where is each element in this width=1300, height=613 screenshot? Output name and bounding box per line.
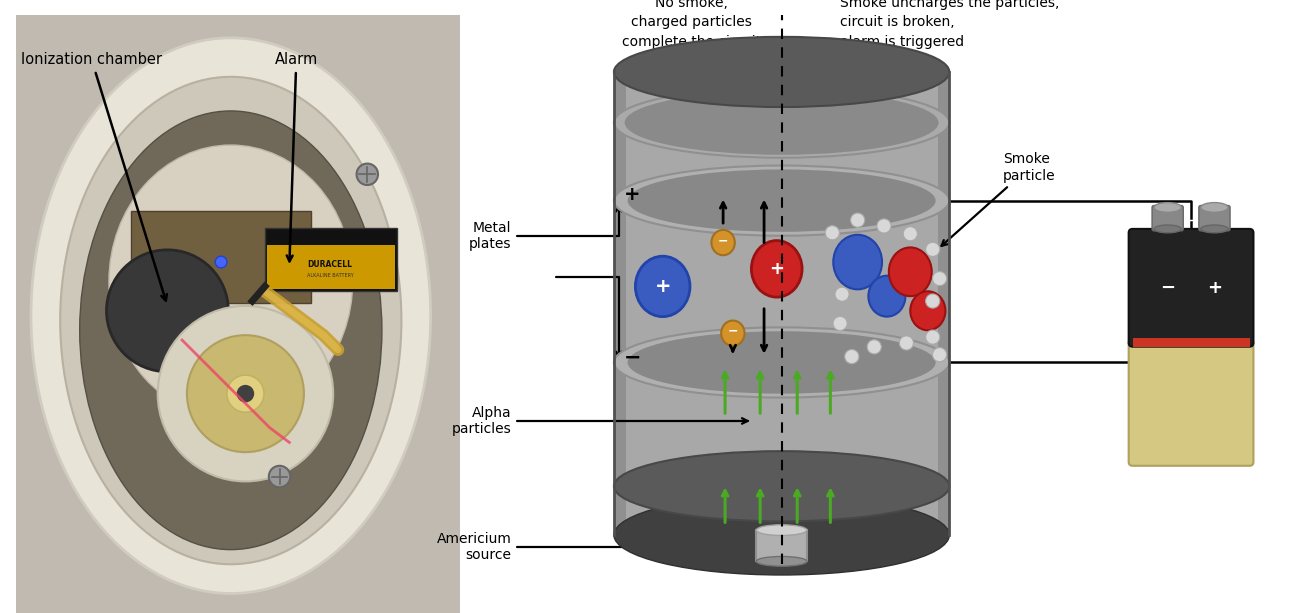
- Ellipse shape: [237, 385, 255, 402]
- Ellipse shape: [227, 375, 264, 412]
- Text: DURACELL: DURACELL: [308, 261, 352, 270]
- FancyBboxPatch shape: [131, 211, 311, 303]
- Ellipse shape: [826, 226, 840, 240]
- Text: Smoke
particle: Smoke particle: [941, 153, 1056, 246]
- Text: Alarm: Alarm: [274, 53, 318, 261]
- Ellipse shape: [636, 256, 690, 317]
- Ellipse shape: [867, 340, 881, 354]
- Ellipse shape: [1201, 202, 1228, 212]
- Ellipse shape: [60, 77, 402, 564]
- Ellipse shape: [722, 321, 745, 346]
- FancyBboxPatch shape: [614, 72, 949, 535]
- Ellipse shape: [1154, 202, 1182, 212]
- Ellipse shape: [833, 316, 848, 330]
- Ellipse shape: [79, 111, 382, 550]
- Ellipse shape: [845, 349, 859, 364]
- Ellipse shape: [868, 276, 905, 317]
- Ellipse shape: [1201, 225, 1228, 233]
- Ellipse shape: [926, 294, 940, 308]
- Text: +: +: [654, 277, 671, 296]
- Ellipse shape: [910, 291, 945, 330]
- FancyBboxPatch shape: [17, 15, 460, 613]
- Ellipse shape: [109, 145, 352, 418]
- Text: −: −: [624, 348, 641, 368]
- Ellipse shape: [356, 164, 378, 185]
- Ellipse shape: [835, 287, 849, 301]
- Ellipse shape: [269, 466, 290, 487]
- Ellipse shape: [216, 256, 228, 268]
- Ellipse shape: [878, 219, 891, 233]
- Ellipse shape: [31, 38, 430, 593]
- Ellipse shape: [614, 451, 949, 522]
- Text: Alpha
particles: Alpha particles: [452, 406, 748, 436]
- FancyBboxPatch shape: [1128, 229, 1253, 347]
- FancyBboxPatch shape: [1152, 205, 1183, 231]
- Ellipse shape: [903, 227, 918, 241]
- Ellipse shape: [614, 88, 949, 158]
- Text: +: +: [624, 185, 640, 204]
- Text: +: +: [1206, 279, 1222, 297]
- Ellipse shape: [850, 213, 865, 227]
- Ellipse shape: [833, 235, 881, 289]
- FancyBboxPatch shape: [625, 72, 937, 535]
- Text: ALKALINE BATTERY: ALKALINE BATTERY: [307, 273, 354, 278]
- Text: Americium
source: Americium source: [437, 532, 784, 562]
- Text: −: −: [1160, 279, 1175, 297]
- Ellipse shape: [614, 166, 949, 236]
- Ellipse shape: [157, 306, 333, 481]
- Ellipse shape: [625, 91, 939, 155]
- Text: Ionization chamber: Ionization chamber: [21, 53, 166, 300]
- Ellipse shape: [932, 348, 946, 362]
- Ellipse shape: [614, 495, 949, 575]
- FancyBboxPatch shape: [1199, 205, 1230, 231]
- FancyBboxPatch shape: [1128, 339, 1253, 466]
- Ellipse shape: [711, 230, 734, 255]
- Text: −: −: [718, 234, 728, 247]
- Ellipse shape: [889, 248, 932, 296]
- Ellipse shape: [926, 330, 940, 344]
- Ellipse shape: [900, 336, 914, 350]
- FancyBboxPatch shape: [265, 228, 396, 291]
- Ellipse shape: [926, 242, 940, 256]
- Ellipse shape: [107, 250, 229, 371]
- Text: +: +: [770, 260, 784, 278]
- Ellipse shape: [757, 525, 807, 536]
- Ellipse shape: [628, 169, 936, 232]
- FancyBboxPatch shape: [266, 245, 395, 289]
- Ellipse shape: [614, 37, 949, 107]
- Ellipse shape: [757, 557, 807, 566]
- Text: −: −: [728, 325, 738, 338]
- Ellipse shape: [187, 335, 304, 452]
- Ellipse shape: [614, 327, 949, 398]
- FancyBboxPatch shape: [1132, 338, 1249, 347]
- Ellipse shape: [751, 240, 802, 297]
- Ellipse shape: [628, 331, 936, 394]
- Text: Metal
plates: Metal plates: [469, 206, 621, 251]
- Ellipse shape: [1154, 225, 1182, 233]
- Text: No smoke,
charged particles
complete the circuit: No smoke, charged particles complete the…: [623, 0, 762, 49]
- Text: Smoke uncharges the particles,
circuit is broken,
alarm is triggered: Smoke uncharges the particles, circuit i…: [840, 0, 1060, 49]
- FancyBboxPatch shape: [757, 530, 807, 562]
- Ellipse shape: [932, 272, 946, 286]
